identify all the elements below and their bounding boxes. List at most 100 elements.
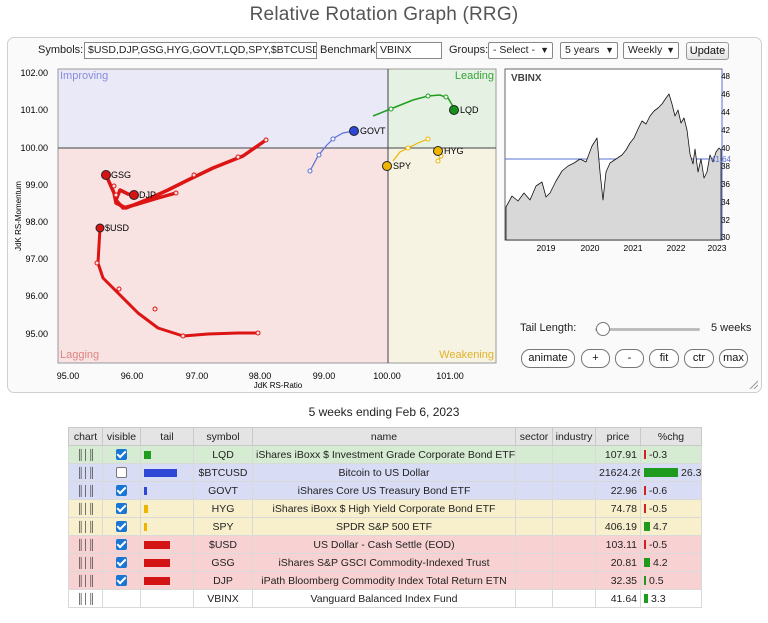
chg-bar <box>644 576 646 586</box>
col-header-symbol[interactable]: symbol <box>193 427 253 446</box>
head-hyg[interactable] <box>433 146 443 156</box>
cell-chg: 0.5 <box>640 571 702 590</box>
table-row[interactable]: ║│║ $BTCUSD Bitcoin to US Dollar 21624.26 26… <box>68 463 702 482</box>
max-button[interactable]: max <box>719 349 748 368</box>
tail-swatch[interactable] <box>144 522 147 531</box>
cell-sector <box>515 517 553 536</box>
visible-checkbox[interactable] <box>116 575 127 587</box>
tail-slider-handle[interactable] <box>596 322 610 336</box>
cell-price: 41.64 <box>595 589 641 608</box>
cell-sector <box>515 535 553 554</box>
cell-symbol[interactable]: DJP <box>193 571 253 590</box>
table-row[interactable]: ║│║ DJP iPath Bloomberg Commodity Index To… <box>68 571 702 590</box>
cell-symbol[interactable]: GSG <box>193 553 253 572</box>
tail-point <box>113 192 119 198</box>
col-header-name[interactable]: name <box>252 427 516 446</box>
cell-symbol[interactable]: GOVT <box>193 481 253 500</box>
benchmark-y-tick: 48 <box>721 72 730 81</box>
tail-swatch[interactable] <box>144 504 148 513</box>
table-row[interactable]: ║│║ HYG iShares iBoxx $ High Yield Corpora… <box>68 499 702 518</box>
visible-checkbox[interactable] <box>116 539 127 551</box>
chg-bar <box>644 468 678 478</box>
table-row[interactable]: ║│║ GSG iShares S&P GSCI Commodity-Indexed… <box>68 553 702 572</box>
cell-symbol[interactable]: LQD <box>193 445 253 464</box>
fit-button[interactable]: fit <box>649 349 679 368</box>
tail-govt <box>309 130 355 172</box>
col-header-sector[interactable]: sector <box>515 427 553 446</box>
cell-symbol[interactable]: HYG <box>193 499 253 518</box>
cell-visible <box>102 481 141 500</box>
benchmark-label: VBINX <box>511 73 542 84</box>
candlestick-chart-icon[interactable]: ║│║ <box>76 449 95 461</box>
head-lqd[interactable] <box>449 105 459 115</box>
head-usd[interactable] <box>95 223 105 233</box>
tail-swatch[interactable] <box>144 576 170 585</box>
benchmark-input[interactable]: VBINX <box>376 42 442 59</box>
tail-swatch[interactable] <box>144 540 170 549</box>
candlestick-chart-icon[interactable]: ║│║ <box>76 503 95 515</box>
tail-swatch[interactable] <box>144 558 170 567</box>
head-spy[interactable] <box>382 161 392 171</box>
cell-symbol[interactable]: SPY <box>193 517 253 536</box>
candlestick-chart-icon[interactable]: ║│║ <box>76 593 95 605</box>
candlestick-chart-icon[interactable]: ║│║ <box>76 521 95 533</box>
zoom-out-button[interactable]: - <box>615 349 644 368</box>
period-select[interactable]: 5 years ▼ <box>560 42 618 59</box>
benchmark-y-tick: 40 <box>721 144 730 153</box>
cell-name: Bitcoin to US Dollar <box>252 463 516 482</box>
frequency-select[interactable]: Weekly ▼ <box>623 42 679 59</box>
cell-symbol[interactable]: VBINX <box>193 589 253 608</box>
col-header-price[interactable]: price <box>595 427 641 446</box>
y-tick: 99.00 <box>25 180 48 190</box>
tail-slider-track[interactable] <box>595 328 700 331</box>
table-row[interactable]: ║│║ $USD US Dollar - Cash Settle (EOD) 103.… <box>68 535 702 554</box>
col-header-industry[interactable]: industry <box>552 427 596 446</box>
tail-swatch[interactable] <box>144 486 147 495</box>
zoom-in-button[interactable]: + <box>581 349 610 368</box>
chg-bar <box>644 504 646 514</box>
head-govt[interactable] <box>349 126 359 136</box>
candlestick-chart-icon[interactable]: ║│║ <box>76 539 95 551</box>
cell-symbol[interactable]: $BTCUSD <box>193 463 253 482</box>
y-tick: 95.00 <box>25 329 48 339</box>
head-djp[interactable] <box>129 190 139 200</box>
table-row[interactable]: ║│║ GOVT iShares Core US Treasury Bond ETF… <box>68 481 702 500</box>
page-title: Relative Rotation Graph (RRG) <box>249 4 519 25</box>
center-button[interactable]: ctr <box>684 349 714 368</box>
symbols-label: Symbols: <box>38 44 84 56</box>
col-header-tail[interactable]: tail <box>140 427 194 446</box>
visible-checkbox[interactable] <box>116 503 127 515</box>
candlestick-chart-icon[interactable]: ║│║ <box>76 575 95 587</box>
cell-tail <box>140 463 194 482</box>
tail-point <box>152 306 158 312</box>
tail-swatch[interactable] <box>144 450 151 459</box>
rrg-chart[interactable]: Improving Leading Lagging Weakening 102.… <box>8 38 498 393</box>
visible-checkbox[interactable] <box>116 467 127 479</box>
head-gsg[interactable] <box>101 170 111 180</box>
visible-checkbox[interactable] <box>116 521 127 533</box>
tail-point <box>255 330 261 336</box>
tail-swatch[interactable] <box>144 468 177 477</box>
visible-checkbox[interactable] <box>116 485 127 497</box>
col-header-chart[interactable]: chart <box>68 427 103 446</box>
visible-checkbox[interactable] <box>116 449 127 461</box>
candlestick-chart-icon[interactable]: ║│║ <box>76 485 95 497</box>
candlestick-chart-icon[interactable]: ║│║ <box>76 557 95 569</box>
symbols-input[interactable]: $USD,DJP,GSG,HYG,GOVT,LQD,SPY,$BTCUSD <box>84 42 317 59</box>
update-button[interactable]: Update <box>686 42 729 60</box>
animate-button[interactable]: animate <box>521 349 575 368</box>
col-header-chg[interactable]: %chg <box>640 427 702 446</box>
benchmark-last-value: 41.64 <box>711 155 732 164</box>
col-header-visible[interactable]: visible <box>102 427 141 446</box>
table-row[interactable]: ║│║ VBINX Vanguard Balanced Index Fund 41.6… <box>68 589 702 608</box>
visible-checkbox[interactable] <box>116 557 127 569</box>
groups-select[interactable]: - Select - ▼ <box>488 42 553 59</box>
candlestick-chart-icon[interactable]: ║│║ <box>76 467 95 479</box>
table-row[interactable]: ║│║ SPY SPDR S&P 500 ETF 406.19 4.7 <box>68 517 702 536</box>
resize-handle-icon[interactable] <box>748 379 758 389</box>
benchmark-y-tick: 36 <box>721 180 730 189</box>
table-row[interactable]: ║│║ LQD iShares iBoxx $ Investment Grade C… <box>68 445 702 464</box>
tail-point <box>94 260 100 266</box>
cell-symbol[interactable]: $USD <box>193 535 253 554</box>
cell-tail <box>140 571 194 590</box>
